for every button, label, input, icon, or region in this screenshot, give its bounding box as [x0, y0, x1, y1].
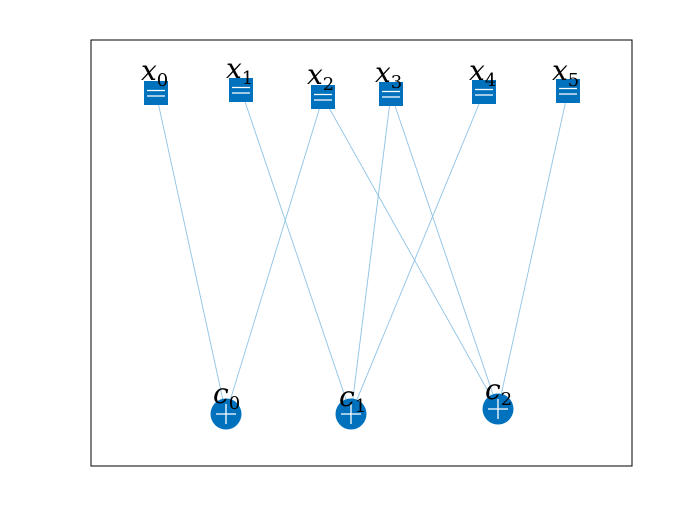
plus-icon — [488, 399, 508, 419]
variable-node-square — [144, 81, 168, 105]
node-label-subscript: 3 — [391, 72, 402, 93]
edge-x3-c1 — [350, 93, 392, 415]
variable-node-square — [472, 80, 496, 104]
node-label-subscript: 0 — [229, 393, 240, 414]
variable-node-x3 — [379, 82, 403, 106]
node-label-base: c — [213, 377, 229, 410]
variable-node-square — [229, 78, 253, 102]
node-label-c0: c0 — [213, 377, 240, 414]
node-label-base: x — [226, 52, 242, 85]
edge-x3-c2 — [390, 93, 499, 410]
equals-icon — [147, 89, 165, 97]
node-label-subscript: 1 — [242, 68, 253, 89]
variable-node-x2 — [311, 85, 335, 109]
equals-icon — [314, 93, 332, 101]
equals-icon — [382, 90, 400, 98]
equals-icon — [232, 86, 250, 94]
plus-icon — [216, 404, 236, 424]
edge-x0-c0 — [155, 92, 227, 415]
node-label-subscript: 5 — [568, 70, 579, 91]
edges-layer — [155, 89, 569, 415]
node-label-subscript: 2 — [323, 74, 334, 95]
variable-node-x4 — [472, 80, 496, 104]
node-label-subscript: 1 — [355, 396, 366, 417]
node-label-base: x — [307, 58, 323, 91]
node-label-x4: x4 — [469, 54, 496, 91]
variable-node-x1 — [229, 78, 253, 102]
check-node-c1 — [335, 398, 367, 430]
node-label-c2: c2 — [485, 373, 512, 410]
variable-node-x0 — [144, 81, 168, 105]
edge-x1-c1 — [240, 89, 352, 415]
node-label-c1: c1 — [339, 380, 366, 417]
node-label-x0: x0 — [141, 54, 168, 91]
node-label-base: c — [485, 373, 501, 406]
node-label-base: x — [469, 54, 485, 87]
equals-icon — [559, 87, 577, 95]
node-label-base: x — [141, 54, 157, 87]
check-node-c0 — [210, 398, 242, 430]
variable-node-x5 — [556, 79, 580, 103]
variable-node-square — [379, 82, 403, 106]
node-label-x3: x3 — [375, 56, 402, 93]
node-label-base: x — [552, 54, 568, 87]
equals-icon — [475, 88, 493, 96]
plus-icon — [341, 404, 361, 424]
edge-x5-c2 — [497, 90, 569, 410]
node-label-x2: x2 — [307, 58, 334, 95]
node-label-subscript: 2 — [501, 389, 512, 410]
node-label-base: x — [375, 56, 391, 89]
variable-node-square — [556, 79, 580, 103]
edge-x2-c2 — [322, 96, 499, 410]
plot-frame — [90, 39, 633, 467]
nodes-layer — [144, 78, 580, 430]
variable-node-square — [311, 85, 335, 109]
node-label-subscript: 0 — [157, 70, 168, 91]
edge-x4-c1 — [350, 91, 485, 415]
edge-x2-c0 — [225, 96, 324, 415]
check-node-c2 — [482, 393, 514, 425]
node-label-base: c — [339, 380, 355, 413]
node-label-subscript: 4 — [485, 70, 496, 91]
node-label-x5: x5 — [552, 54, 579, 91]
node-label-x1: x1 — [226, 52, 253, 89]
